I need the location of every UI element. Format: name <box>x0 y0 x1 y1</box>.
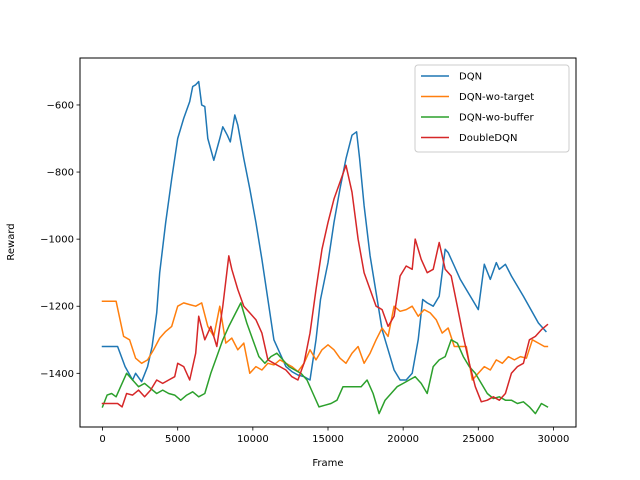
x-tick-label: 0 <box>99 434 105 445</box>
x-tick-label: 25000 <box>462 434 494 445</box>
legend-label-dqn-wo-target: DQN-wo-target <box>459 92 534 103</box>
series-line-dqn-wo-buffer <box>101 302 549 415</box>
x-tick-label: 30000 <box>538 434 570 445</box>
y-tick-label: −1400 <box>40 369 74 380</box>
y-tick-label: −1000 <box>40 235 74 246</box>
legend-frame <box>414 64 570 153</box>
y-tick-label: −800 <box>47 168 74 179</box>
series-line-doubledqn <box>101 164 549 408</box>
legend: DQN DQN-wo-target DQN-wo-buffer DoubleDQN <box>414 64 570 153</box>
y-axis-ticks: −1400 −1200 −1000 −800 −600 <box>40 100 80 380</box>
legend-label-dqn: DQN <box>459 72 482 83</box>
legend-label-dqn-wo-buffer: DQN-wo-buffer <box>459 113 534 124</box>
y-tick-label: −1200 <box>40 302 74 313</box>
y-axis-label: Reward <box>6 223 17 260</box>
x-axis-ticks: 0 5000 10000 15000 20000 25000 30000 <box>99 427 569 445</box>
x-tick-label: 20000 <box>387 434 419 445</box>
legend-label-doubledqn: DoubleDQN <box>459 133 518 144</box>
series-line-dqn <box>101 80 547 383</box>
x-tick-label: 15000 <box>312 434 344 445</box>
y-tick-label: −600 <box>47 100 74 111</box>
x-axis-label: Frame <box>312 458 343 469</box>
plot-lines <box>101 80 549 415</box>
x-tick-label: 5000 <box>165 434 190 445</box>
x-tick-label: 10000 <box>237 434 269 445</box>
legend-entries: DQN DQN-wo-target DQN-wo-buffer DoubleDQN <box>421 72 534 144</box>
series-line-dqn-wo-target <box>101 300 549 381</box>
